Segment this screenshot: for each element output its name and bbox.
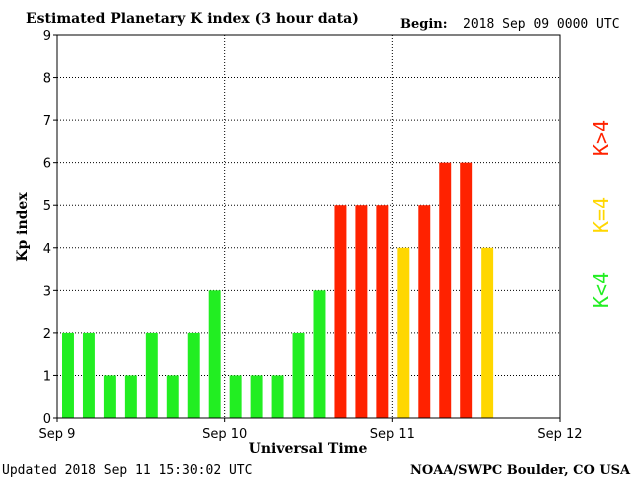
- y-tick-label: 2: [43, 327, 51, 342]
- y-tick-label: 7: [43, 114, 51, 129]
- chart-title: Estimated Planetary K index (3 hour data…: [26, 11, 359, 27]
- kp-bar: [313, 290, 326, 418]
- kp-bar: [355, 205, 368, 418]
- bars: [62, 162, 494, 418]
- kp-bar: [250, 375, 263, 418]
- begin-label: Begin:: [400, 17, 448, 32]
- kp-bar: [229, 375, 242, 418]
- x-axis-label: Universal Time: [249, 441, 368, 457]
- y-tick-label: 3: [43, 284, 51, 299]
- legend-item: K>4: [589, 120, 613, 156]
- y-axis-label: Kp index: [15, 192, 31, 262]
- x-tick-label: Sep 9: [39, 427, 76, 442]
- kp-bar: [62, 332, 74, 418]
- legend-item: K=4: [589, 197, 613, 233]
- y-tick-label: 6: [43, 157, 51, 172]
- kp-bar: [103, 375, 116, 418]
- x-axis-ticks: Sep 9 Sep 10 Sep 11 Sep 12: [39, 418, 583, 442]
- source-credit: NOAA/SWPC Boulder, CO USA: [410, 463, 631, 478]
- kp-bar: [460, 162, 473, 418]
- grid-lines: [57, 35, 560, 418]
- kp-bar: [292, 332, 305, 418]
- kp-bar: [208, 290, 221, 418]
- kp-bar: [187, 332, 200, 418]
- y-tick-label: 1: [43, 369, 51, 384]
- kp-bar: [481, 247, 494, 418]
- legend: K<4 K=4 K>4: [589, 120, 613, 308]
- x-tick-label: Sep 12: [537, 427, 582, 442]
- kp-bar: [271, 375, 284, 418]
- y-tick-label: 4: [43, 242, 51, 257]
- kp-bar: [418, 205, 431, 418]
- kp-bar: [166, 375, 179, 418]
- x-tick-label: Sep 11: [370, 427, 415, 442]
- kp-bar: [124, 375, 137, 418]
- y-tick-label: 8: [43, 72, 51, 87]
- plot-frame: [56, 34, 561, 419]
- kp-bar: [397, 247, 410, 418]
- y-tick-label: 0: [43, 412, 51, 427]
- kp-bar: [334, 205, 347, 418]
- kp-bar: [439, 162, 452, 418]
- x-tick-label: Sep 10: [202, 427, 247, 442]
- y-tick-label: 5: [43, 199, 51, 214]
- updated-timestamp: Updated 2018 Sep 11 15:30:02 UTC: [2, 463, 252, 478]
- kp-bar: [145, 332, 158, 418]
- begin-value: 2018 Sep 09 0000 UTC: [463, 17, 620, 32]
- kp-bar: [82, 332, 95, 418]
- y-tick-label: 9: [43, 29, 51, 44]
- legend-item: K<4: [589, 272, 613, 308]
- kp-bar: [376, 205, 389, 418]
- y-axis-ticks: 0 1 2 3 4 5 6 7 8 9: [43, 29, 57, 427]
